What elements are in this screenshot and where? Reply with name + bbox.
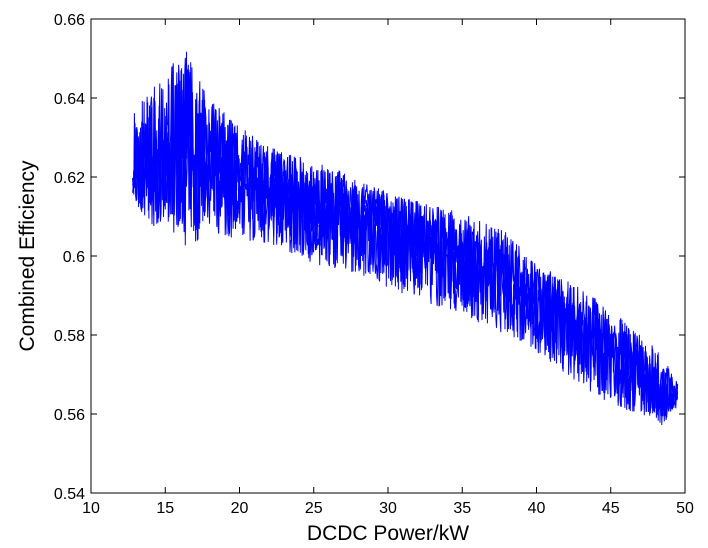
x-tick-label-0: 10	[82, 500, 100, 517]
y-tick-label-3: 0.6	[63, 249, 85, 266]
series-line-0-pass-3	[132, 67, 679, 422]
x-tick-label-2: 20	[231, 500, 249, 517]
x-tick-label-8: 50	[676, 500, 694, 517]
x-tick-label-5: 35	[453, 500, 471, 517]
series-layer	[132, 51, 679, 426]
y-axis-label: Combined Efficiency	[16, 160, 39, 352]
ticks-layer	[90, 18, 686, 494]
plot-area	[132, 51, 679, 426]
y-tick-label-0: 0.54	[54, 486, 85, 503]
x-tick-label-6: 40	[528, 500, 546, 517]
y-tick-label-4: 0.62	[54, 170, 85, 187]
tick-labels-layer: 10 15 20 25 30 35 40 45 50 0.54 0.56 0.58 0.6 0.62 0.6…	[54, 12, 694, 517]
x-tick-label-1: 15	[156, 500, 174, 517]
x-tick-label-3: 25	[305, 500, 323, 517]
x-axis-label: DCDC Power/kW	[307, 522, 469, 545]
y-tick-label-1: 0.56	[54, 407, 85, 424]
y-tick-label-2: 0.58	[54, 328, 85, 345]
x-tick-label-4: 30	[379, 500, 397, 517]
y-tick-label-6: 0.66	[54, 12, 85, 29]
y-tick-label-5: 0.64	[54, 91, 85, 108]
x-tick-label-7: 45	[602, 500, 620, 517]
